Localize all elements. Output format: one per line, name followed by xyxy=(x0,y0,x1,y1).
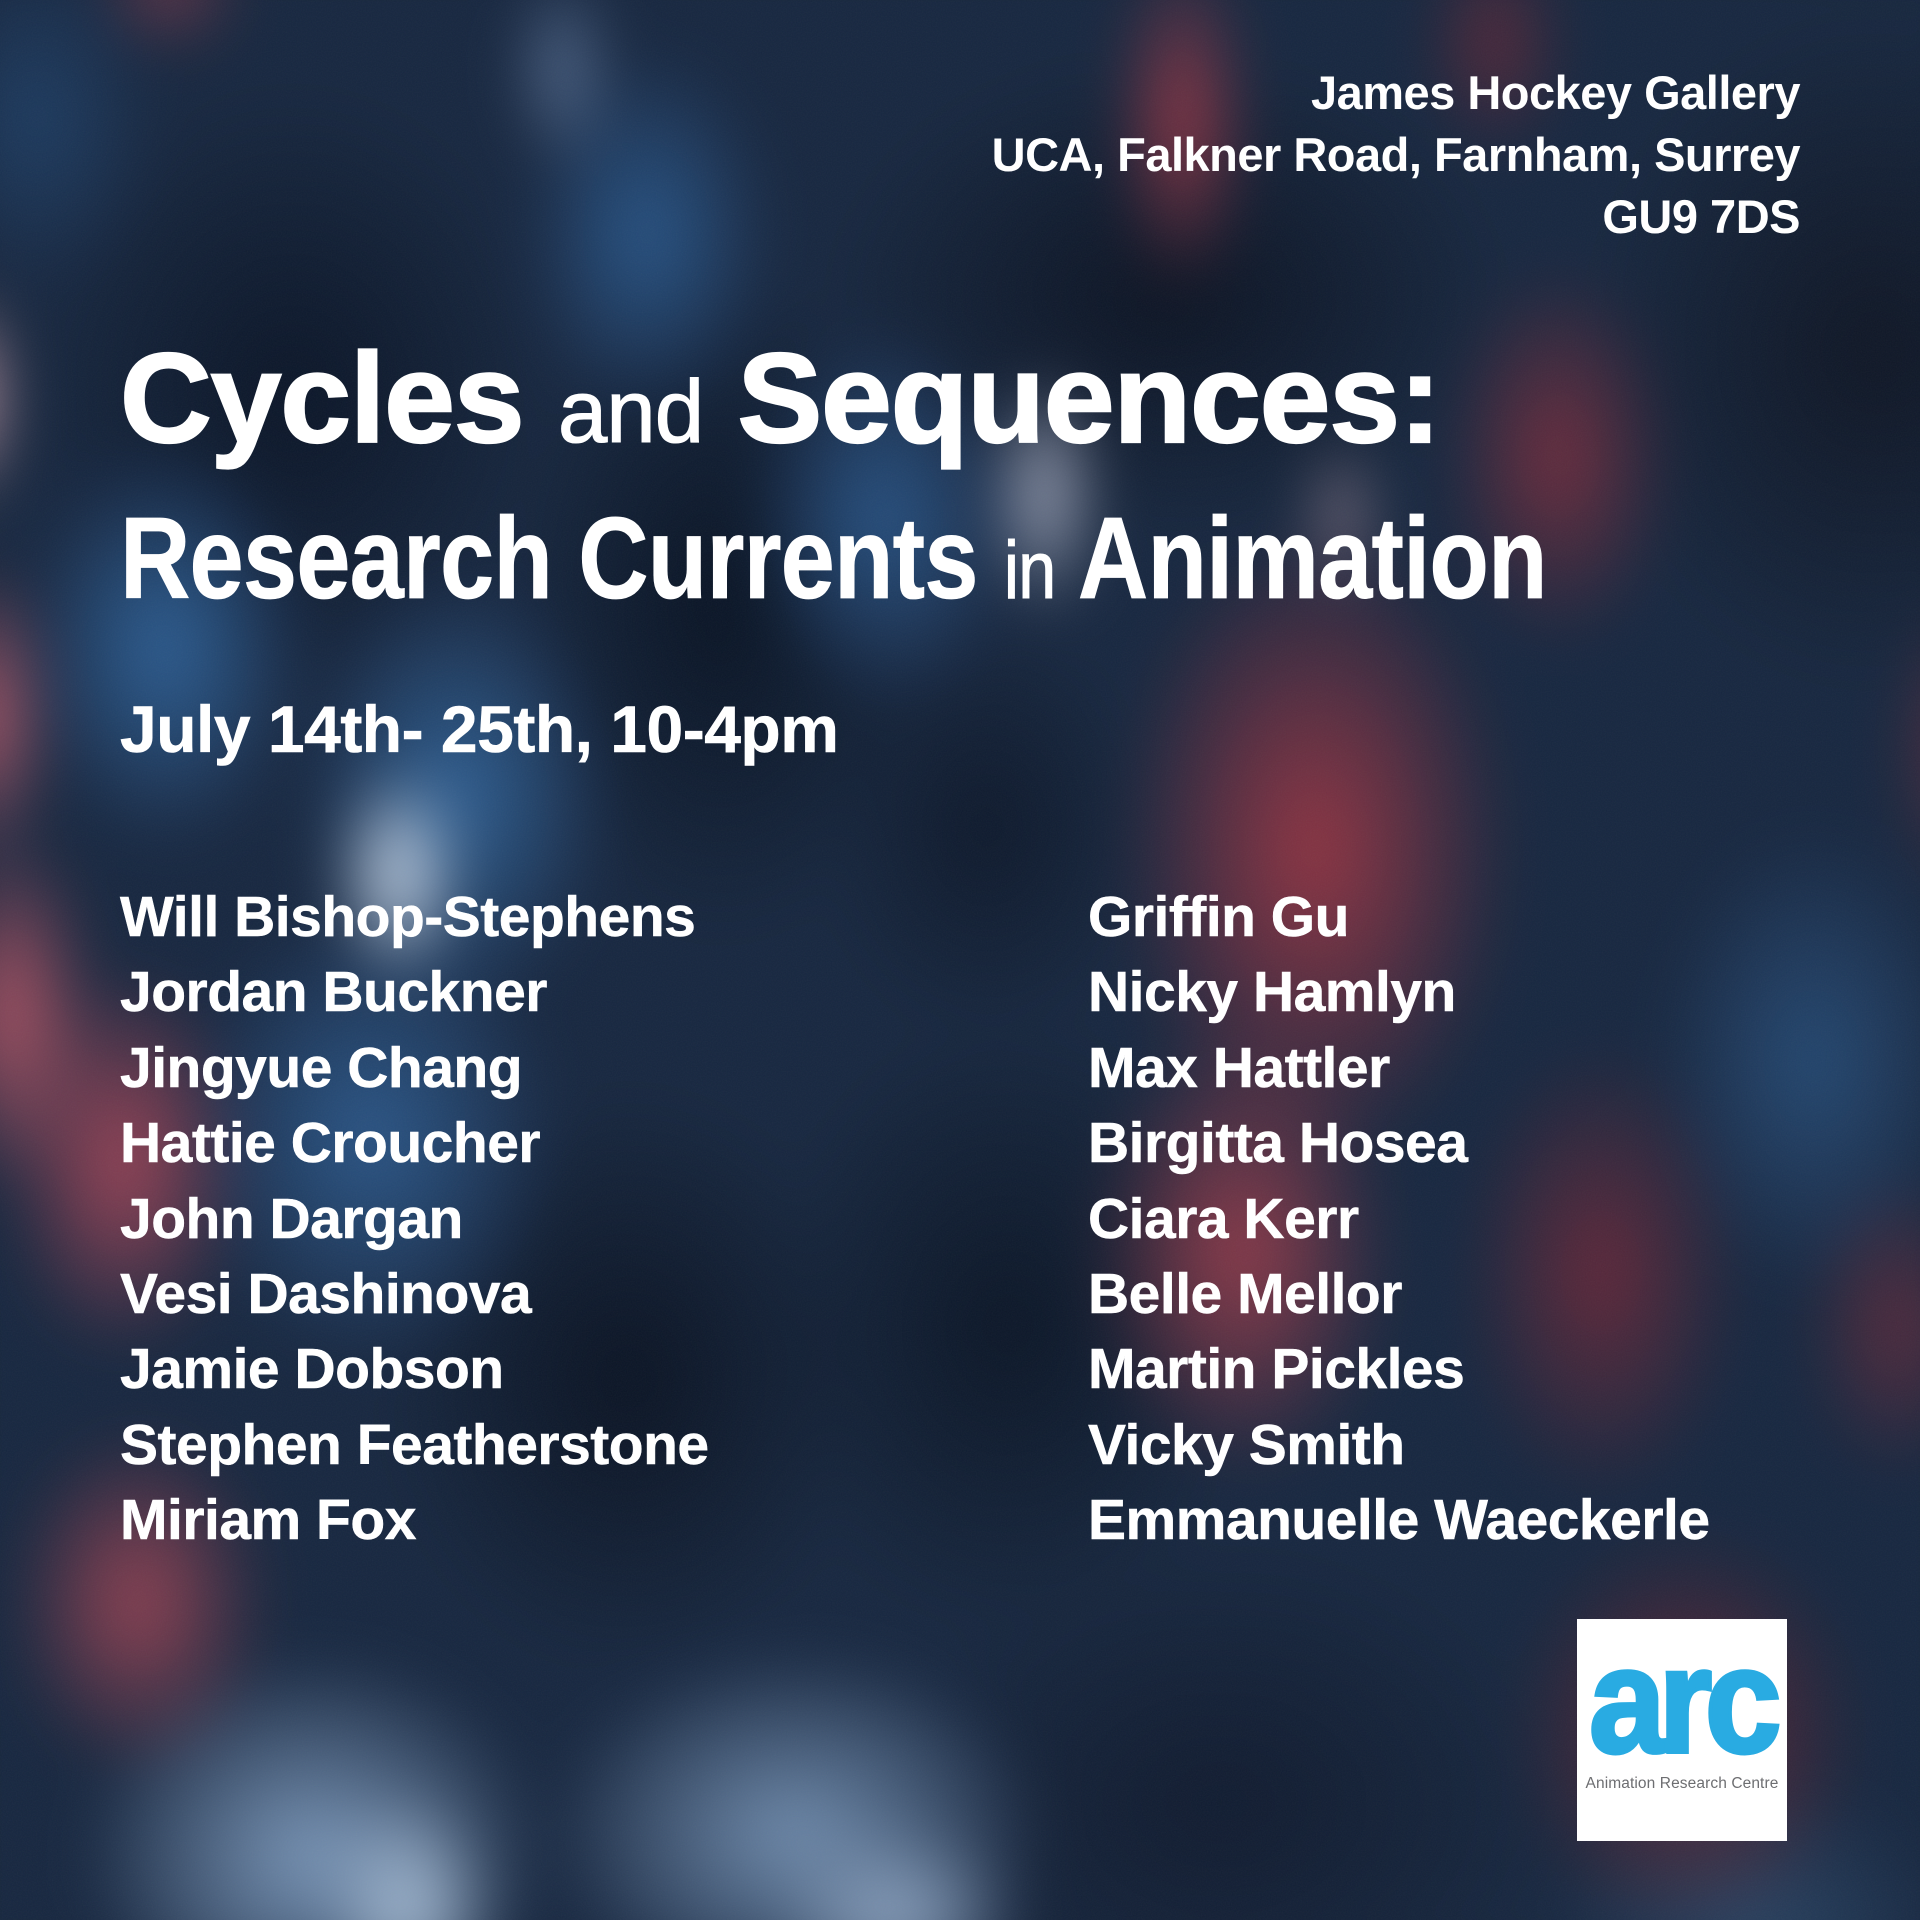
venue-postcode: GU9 7DS xyxy=(1602,190,1800,243)
artist-name: Vesi Dashinova xyxy=(120,1262,532,1327)
artist-name: Miriam Fox xyxy=(120,1488,417,1553)
artist-name: John Dargan xyxy=(120,1186,464,1251)
title-line1: Cycles and Sequences: xyxy=(119,325,1818,485)
artist-name: Nicky Hamlyn xyxy=(1088,960,1457,1025)
venue-name: James Hockey Gallery xyxy=(1310,66,1801,119)
artist-name: Jingyue Chang xyxy=(120,1035,523,1101)
venue-street: UCA, Falkner Road, Farnham, Surrey xyxy=(991,128,1801,181)
title-line2: Research Currents in Animation xyxy=(120,485,1548,644)
title-word-sequences: Sequences: xyxy=(736,326,1442,470)
arc-logo-name: Animation Research Centre xyxy=(1585,1775,1779,1792)
venue-address: James Hockey Gallery UCA, Falkner Road, … xyxy=(991,62,1801,248)
artist-column-left: Will Bishop-Stephens Jordan Buckner Jing… xyxy=(120,880,710,1559)
title-word-research-currents: Research Currents xyxy=(120,493,979,624)
exhibition-title: Cycles and Sequences: Research Currents … xyxy=(119,325,1818,644)
artist-name: Max Hattler xyxy=(1088,1035,1391,1101)
title-word-cycles: Cycles xyxy=(119,326,526,470)
artist-name: Jordan Buckner xyxy=(120,960,548,1025)
artist-name: Jamie Dobson xyxy=(120,1337,505,1402)
artist-name: Vicky Smith xyxy=(1088,1412,1406,1478)
artist-name: Birgitta Hosea xyxy=(1088,1111,1468,1176)
arc-logo: arc Animation Research Centre xyxy=(1577,1619,1787,1841)
artist-name: Emmanuelle Waeckerle xyxy=(1088,1488,1711,1553)
title-word-in: in xyxy=(1003,525,1056,616)
artist-name: Belle Mellor xyxy=(1088,1262,1403,1327)
artist-name: Ciara Kerr xyxy=(1088,1186,1360,1251)
artist-name: Griffin Gu xyxy=(1088,885,1350,950)
artist-name: Martin Pickles xyxy=(1088,1337,1465,1402)
title-word-and: and xyxy=(557,361,704,461)
artist-name: Stephen Featherstone xyxy=(120,1412,710,1478)
title-word-animation: Animation xyxy=(1077,493,1548,624)
arc-logo-acronym: arc xyxy=(1588,1616,1784,1784)
exhibition-dates: July 14th- 25th, 10-4pm xyxy=(120,692,840,767)
artist-column-right: Griffin Gu Nicky Hamlyn Max Hattler Birg… xyxy=(1088,880,1711,1559)
artist-name: Will Bishop-Stephens xyxy=(120,885,696,950)
artist-name: Hattie Croucher xyxy=(120,1111,541,1176)
